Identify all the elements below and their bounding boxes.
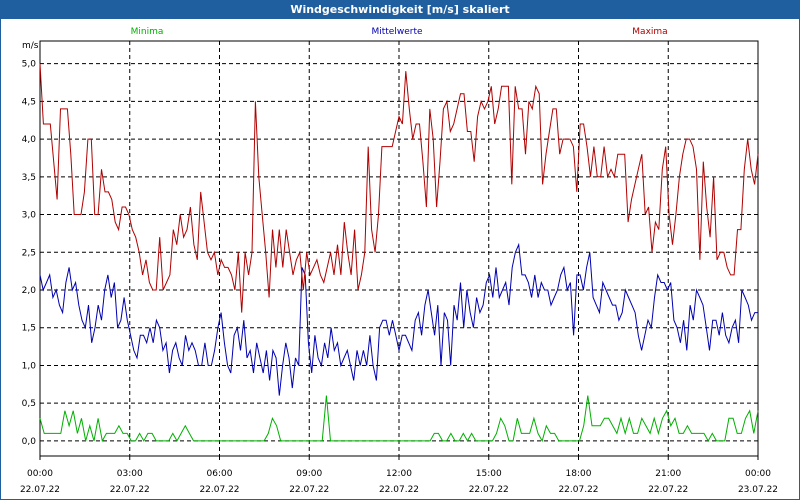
y-axis-label: m/s	[22, 41, 39, 51]
x-tick-label-time: 18:00	[566, 469, 592, 479]
x-tick-label-time: 21:00	[655, 469, 681, 479]
legend-label-minima: Minima	[131, 27, 164, 37]
y-tick-label: 1,5	[22, 324, 36, 334]
y-tick-label: 0,0	[22, 437, 37, 447]
x-tick-label-time: 03:00	[117, 469, 143, 479]
x-tick-label-date: 22.07.22	[648, 485, 688, 495]
x-tick-label-date: 22.07.22	[110, 485, 150, 495]
x-tick-label-time: 09:00	[296, 469, 322, 479]
y-tick-label: 2,5	[22, 248, 36, 258]
y-tick-label: 4,5	[22, 97, 36, 107]
x-tick-label-date: 22.07.22	[199, 485, 239, 495]
x-tick-label-date: 22.07.22	[289, 485, 329, 495]
series-line-maxima	[39, 63, 759, 313]
legend: Minima Mittelwerte Maxima	[131, 27, 668, 37]
x-tick-label-date: 22.07.22	[20, 485, 60, 495]
x-tick-label-date: 22.07.22	[558, 485, 598, 495]
x-tick-label-date: 23.07.22	[738, 485, 778, 495]
x-tick-label-time: 15:00	[476, 469, 502, 479]
y-tick-label: 3,0	[22, 211, 37, 221]
series-lines	[39, 63, 759, 443]
y-tick-label: 3,5	[22, 173, 36, 183]
tick-labels: 0,0 0,5 1,0 1,5 2,0 2,5 3,0 3,5 4,0 4,5 5,0 00:00 22…	[20, 41, 778, 495]
y-tick-label: 4,0	[22, 135, 37, 145]
axes	[39, 40, 759, 460]
x-tick-label-time: 00:00	[27, 469, 53, 479]
y-tick-label: 5,0	[22, 60, 37, 70]
x-tick-label-date: 22.07.22	[469, 485, 509, 495]
y-tick-label: 0,5	[22, 399, 36, 409]
y-tick-label: 2,0	[22, 286, 37, 296]
series-line-mittelwerte	[39, 242, 758, 396]
x-tick-label-time: 06:00	[207, 469, 233, 479]
chart-title: Windgeschwindigkeit [m/s] skaliert	[1, 1, 799, 19]
x-tick-label-time: 12:00	[386, 469, 412, 479]
plot-border	[39, 40, 759, 457]
x-tick-label-time: 00:00	[745, 469, 771, 479]
y-tick-label: 1,0	[22, 361, 37, 371]
x-tick-label-date: 22.07.22	[379, 485, 419, 495]
legend-label-mittelwerte: Mittelwerte	[371, 27, 422, 37]
grid-lines	[40, 41, 758, 456]
legend-label-maxima: Maxima	[632, 27, 667, 37]
series-line-minima	[39, 395, 759, 443]
